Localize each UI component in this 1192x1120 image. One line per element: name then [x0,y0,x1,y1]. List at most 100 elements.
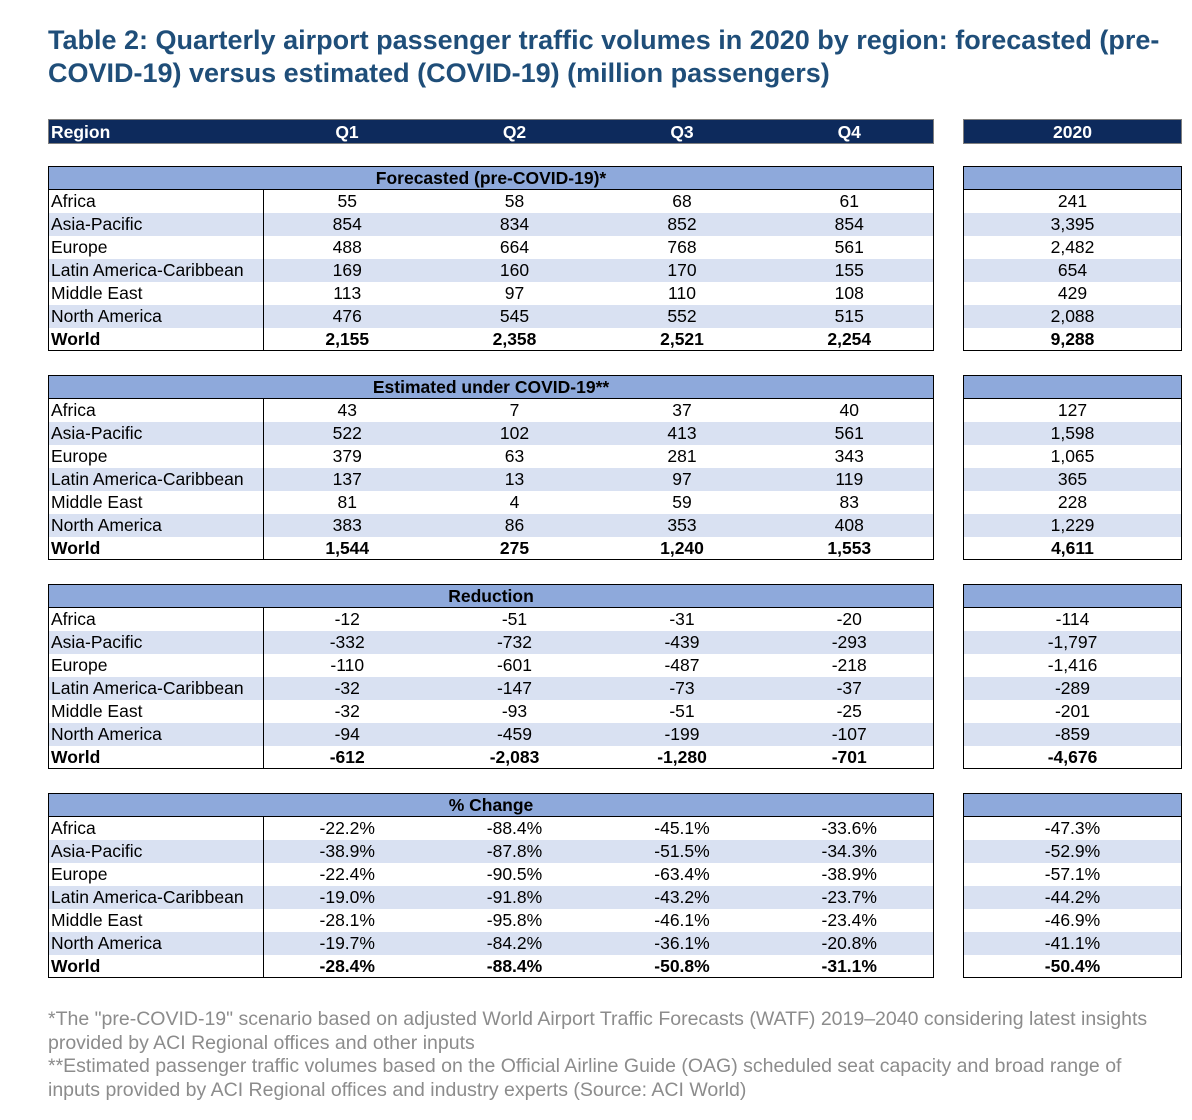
q1-cell: 43 [337,400,357,421]
table-row: Africa 43 7 37 40 [48,398,934,422]
section-title: Estimated under COVID-19** [48,375,934,399]
year-row: -859 [963,722,1182,746]
q4-cell: -107 [765,722,934,746]
q3-cell: 852 [598,212,766,236]
year-row: -1,797 [963,630,1182,654]
q4-cell: 561 [834,237,864,257]
q1-cell: 169 [263,258,431,282]
q4-cell: -293 [765,630,934,654]
year-row: 1,598 [963,421,1182,445]
region-cell: Latin America-Caribbean [48,467,264,491]
year-cell: 3,395 [963,212,1182,236]
q3-cell: -1,280 [657,746,707,767]
year-cell: -41.1% [963,931,1182,955]
header-q2: Q2 [430,119,599,144]
q3-cell: -31 [669,609,695,630]
region-cell: Asia-Pacific [48,630,264,654]
year-row-world: -4,676 [964,746,1182,769]
q2-cell: 160 [430,258,599,282]
section-table-estimated: Estimated under COVID-19** Africa 43 7 37 40 A… [48,375,935,560]
section-year-table-percent-change: -47.3% -52.9% -57.1% -44.2% -46.9% -41.1% -50.… [963,793,1182,978]
table-row: Middle East 113 97 110 108 [48,281,934,305]
q1-cell: -19.0% [263,885,431,909]
region-cell: Asia-Pacific [48,839,264,863]
q3-cell: 768 [667,237,697,257]
q2-cell: 63 [504,446,525,466]
q3-cell: 110 [668,283,696,303]
year-row: -289 [963,676,1182,700]
region-cell: Middle East [48,699,264,723]
section-title-row: Estimated under COVID-19** [48,375,934,399]
region-cell: Middle East [48,908,264,932]
q3-cell: 353 [598,513,766,537]
year-cell: -289 [963,676,1182,700]
q4-cell: 40 [839,400,860,421]
q1-cell: -32 [263,676,431,700]
year-row: -46.9% [964,909,1182,932]
year-cell: -52.9% [963,839,1182,863]
q2-cell: -88.4% [486,955,543,976]
header-table-year: 2020 [963,119,1182,144]
region-cell: Latin America-Caribbean [48,258,264,282]
q1-cell: 1,544 [325,537,370,558]
q2-cell: 13 [430,467,599,491]
region-cell: Asia-Pacific [48,212,264,236]
year-row: 127 [964,399,1182,422]
q2-cell: 7 [509,400,520,421]
year-cell: -44.2% [963,885,1182,909]
q2-cell: -147 [430,676,599,700]
section-title-row-year [963,375,1182,399]
year-cell: 1,598 [963,421,1182,445]
q1-cell: 383 [263,513,431,537]
year-cell: -4,676 [1047,746,1098,767]
year-cell: 228 [1057,492,1088,512]
header-year: 2020 [963,119,1182,144]
q1-cell: -110 [330,655,365,675]
year-cell: -50.4% [1044,955,1101,976]
q2-cell: -90.5% [486,864,543,884]
q1-cell: -19.7% [263,931,431,955]
year-row: 2,088 [963,304,1182,328]
section-year-table-reduction: -114 -1,797 -1,416 -289 -201 -859 -4,676 [963,584,1182,769]
q2-cell: -87.8% [430,839,599,863]
year-cell: 4,611 [1051,537,1094,558]
q1-cell: 55 [337,191,357,212]
section-title: Forecasted (pre-COVID-19)* [48,166,934,190]
table-row: Latin America-Caribbean -32 -147 -73 -37 [48,676,934,700]
footnotes: *The "pre-COVID-19" scenario based on ad… [48,1008,1178,1102]
q2-cell: 2,358 [492,328,537,349]
q2-cell: 102 [430,421,599,445]
year-row-world: 4,611 [964,537,1182,560]
q4-cell: -37 [765,676,934,700]
q3-cell: 97 [598,467,766,491]
q3-cell: -51 [669,701,695,721]
year-row: -41.1% [963,931,1182,955]
q2-cell: -2,083 [489,746,540,767]
region-cell: World [48,536,264,560]
header-q4: Q4 [765,119,934,144]
section-title-row: Reduction [48,584,934,608]
q4-cell: 1,553 [827,537,872,558]
year-row: -201 [964,700,1182,723]
q2-cell: 834 [430,212,599,236]
q1-cell: -94 [263,722,431,746]
region-cell: Europe [48,653,264,677]
year-cell: -114 [1055,609,1090,630]
region-cell: Europe [48,235,264,259]
q1-cell: 379 [332,446,362,466]
year-row: 1,065 [964,445,1182,468]
q4-cell: 155 [765,258,934,282]
year-cell: 127 [1057,400,1088,421]
section-year-table-forecasted: 241 3,395 2,482 654 429 2,088 9,288 [963,166,1182,351]
table-row: Europe 379 63 281 343 [48,444,934,468]
q1-cell: -612 [329,746,365,767]
q4-cell: 854 [765,212,934,236]
year-cell: -1,416 [1047,655,1098,675]
table-row-world: World -612 -2,083 -1,280 -701 [48,745,934,769]
table-row: Asia-Pacific 854 834 852 854 [48,212,934,236]
table-row: North America -94 -459 -199 -107 [48,722,934,746]
q4-cell: 61 [839,191,859,212]
q3-cell: -50.8% [654,955,710,976]
section-title-row-year [963,166,1182,190]
region-cell: World [48,745,264,769]
